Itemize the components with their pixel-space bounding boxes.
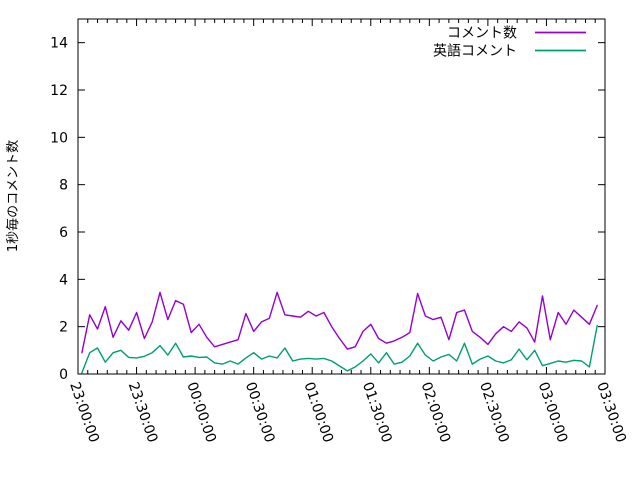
series-line-comment-count: [81, 291, 598, 354]
y-tick-label: 2: [59, 320, 68, 336]
legend-label-comment-count: コメント数: [447, 26, 517, 42]
series-line-english-comments: [81, 324, 598, 374]
x-tick-label: 03:30:00: [593, 380, 629, 445]
data-series-lines: [81, 291, 598, 374]
legend: コメント数 英語コメント: [433, 26, 586, 60]
y-tick-labels: 0 2 4 6 8 10 12 14: [50, 36, 68, 383]
x-tick-label: 23:00:00: [66, 380, 102, 445]
plot-frame: [77, 18, 606, 375]
axis-ticks: [77, 19, 606, 375]
legend-label-english-comments: 英語コメント: [433, 43, 517, 60]
y-tick-label: 14: [50, 36, 68, 52]
x-tick-label: 02:30:00: [476, 380, 512, 445]
y-tick-label: 4: [59, 272, 68, 288]
y-tick-label: 12: [50, 83, 68, 99]
y-tick-label: 6: [59, 225, 68, 241]
x-tick-label: 23:30:00: [125, 380, 161, 445]
y-tick-label: 0: [59, 367, 68, 383]
y-axis-title: 1秒毎のコメント数: [5, 140, 21, 252]
x-tick-label: 00:00:00: [183, 380, 219, 445]
y-tick-label: 10: [50, 130, 68, 146]
x-tick-label: 02:00:00: [418, 380, 454, 445]
x-tick-label: 01:00:00: [300, 380, 336, 445]
x-tick-label: 01:30:00: [359, 380, 395, 445]
y-tick-label: 8: [59, 178, 68, 194]
x-tick-label: 00:30:00: [242, 380, 278, 445]
x-tick-label: 03:00:00: [535, 380, 571, 445]
legend-line-samples: [535, 31, 586, 52]
x-tick-labels: 23:00:00 23:30:00 00:00:00 00:30:00 01:00:00…: [66, 380, 629, 445]
